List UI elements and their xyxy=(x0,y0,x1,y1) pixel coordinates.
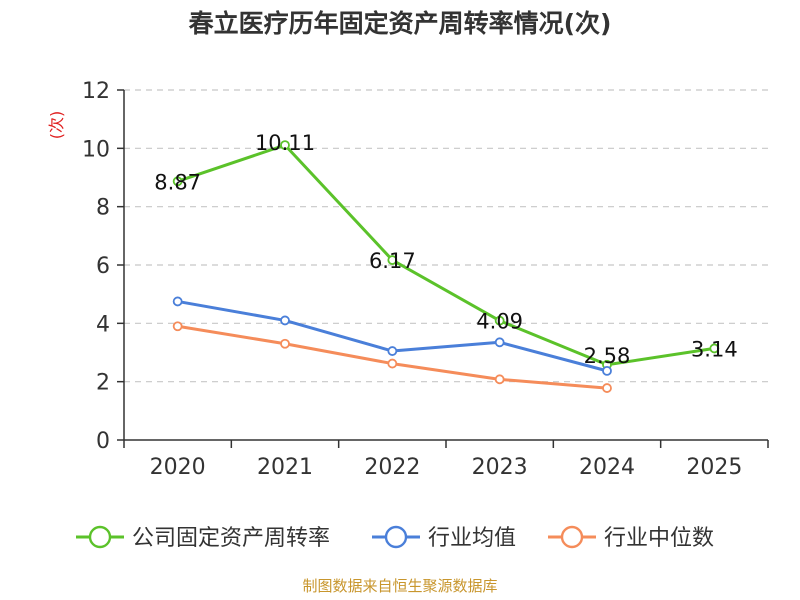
series-0-point-2023 xyxy=(494,315,505,326)
series-0-point-2025 xyxy=(709,343,720,354)
legend-label-1: 行业均值 xyxy=(428,526,516,551)
y-axis-unit-label: (次) xyxy=(47,111,66,140)
series-2-point-2023 xyxy=(494,374,505,385)
series-0-point-2020 xyxy=(172,176,183,187)
x-tick-label-2024: 2024 xyxy=(579,455,635,480)
data-label-layer: 8.87 10.11 6.17 4.09 2.58 3.14 xyxy=(154,131,737,368)
x-tick-label-2023: 2023 xyxy=(472,455,528,480)
x-tick-label-2025: 2025 xyxy=(686,455,742,480)
y-tick-label: 6 xyxy=(96,254,110,279)
data-label-2020: 8.87 xyxy=(154,170,201,194)
legend: 公司固定资产周转率 行业均值 行业中位数 xyxy=(76,525,714,551)
series-1-point-2021 xyxy=(280,315,290,326)
series-1-point-2020 xyxy=(172,296,183,307)
legend-marker-1 xyxy=(384,525,408,549)
legend-label-0: 公司固定资产周转率 xyxy=(132,526,330,551)
series-1-point-2024 xyxy=(602,365,612,376)
data-label-2025: 3.14 xyxy=(691,337,738,361)
series-2-point-2024 xyxy=(602,383,612,393)
series-0-point-2021 xyxy=(280,140,290,151)
series-2-point-2020 xyxy=(172,321,183,332)
grid-layer xyxy=(124,89,768,383)
y-tick-label: 4 xyxy=(96,312,110,337)
y-tick-label: 2 xyxy=(96,371,110,396)
legend-label-2: 行业中位数 xyxy=(604,526,714,551)
series-layer xyxy=(172,140,720,393)
series-0-point-2022 xyxy=(387,255,398,265)
legend-item-0[interactable]: 公司固定资产周转率 xyxy=(76,525,330,551)
x-tick-label-2021: 2021 xyxy=(257,455,313,480)
y-tick-label: 0 xyxy=(96,429,110,454)
x-tick-label-2022: 2022 xyxy=(364,455,420,480)
data-label-2023: 4.09 xyxy=(476,310,523,334)
legend-marker-2 xyxy=(560,525,584,549)
legend-marker-0 xyxy=(88,525,112,549)
data-label-2022: 6.17 xyxy=(369,249,416,273)
data-label-2021: 10.11 xyxy=(255,131,315,155)
chart-title: 春立医疗历年固定资产周转率情况(次) xyxy=(189,9,612,38)
x-tick-label-2020: 2020 xyxy=(150,455,206,480)
series-2-point-2022 xyxy=(387,358,398,369)
series-line-2 xyxy=(177,324,608,390)
series-1-point-2023 xyxy=(494,337,505,348)
legend-item-1[interactable]: 行业均值 xyxy=(372,525,516,551)
data-label-2024: 2.58 xyxy=(584,344,631,368)
y-tick-label: 8 xyxy=(96,196,110,221)
y-tick-label: 10 xyxy=(82,137,110,162)
axis-layer: 0 2 4 6 8 10 12 2020 2021 2022 2023 2024 2025 xyxy=(82,79,769,480)
source-note: 制图数据来自恒生聚源数据库 xyxy=(302,577,497,595)
series-2-point-2021 xyxy=(280,338,290,349)
legend-item-2[interactable]: 行业中位数 xyxy=(548,525,714,551)
series-line-0 xyxy=(177,143,715,367)
y-tick-label: 12 xyxy=(82,79,110,104)
series-1-point-2022 xyxy=(387,346,398,356)
